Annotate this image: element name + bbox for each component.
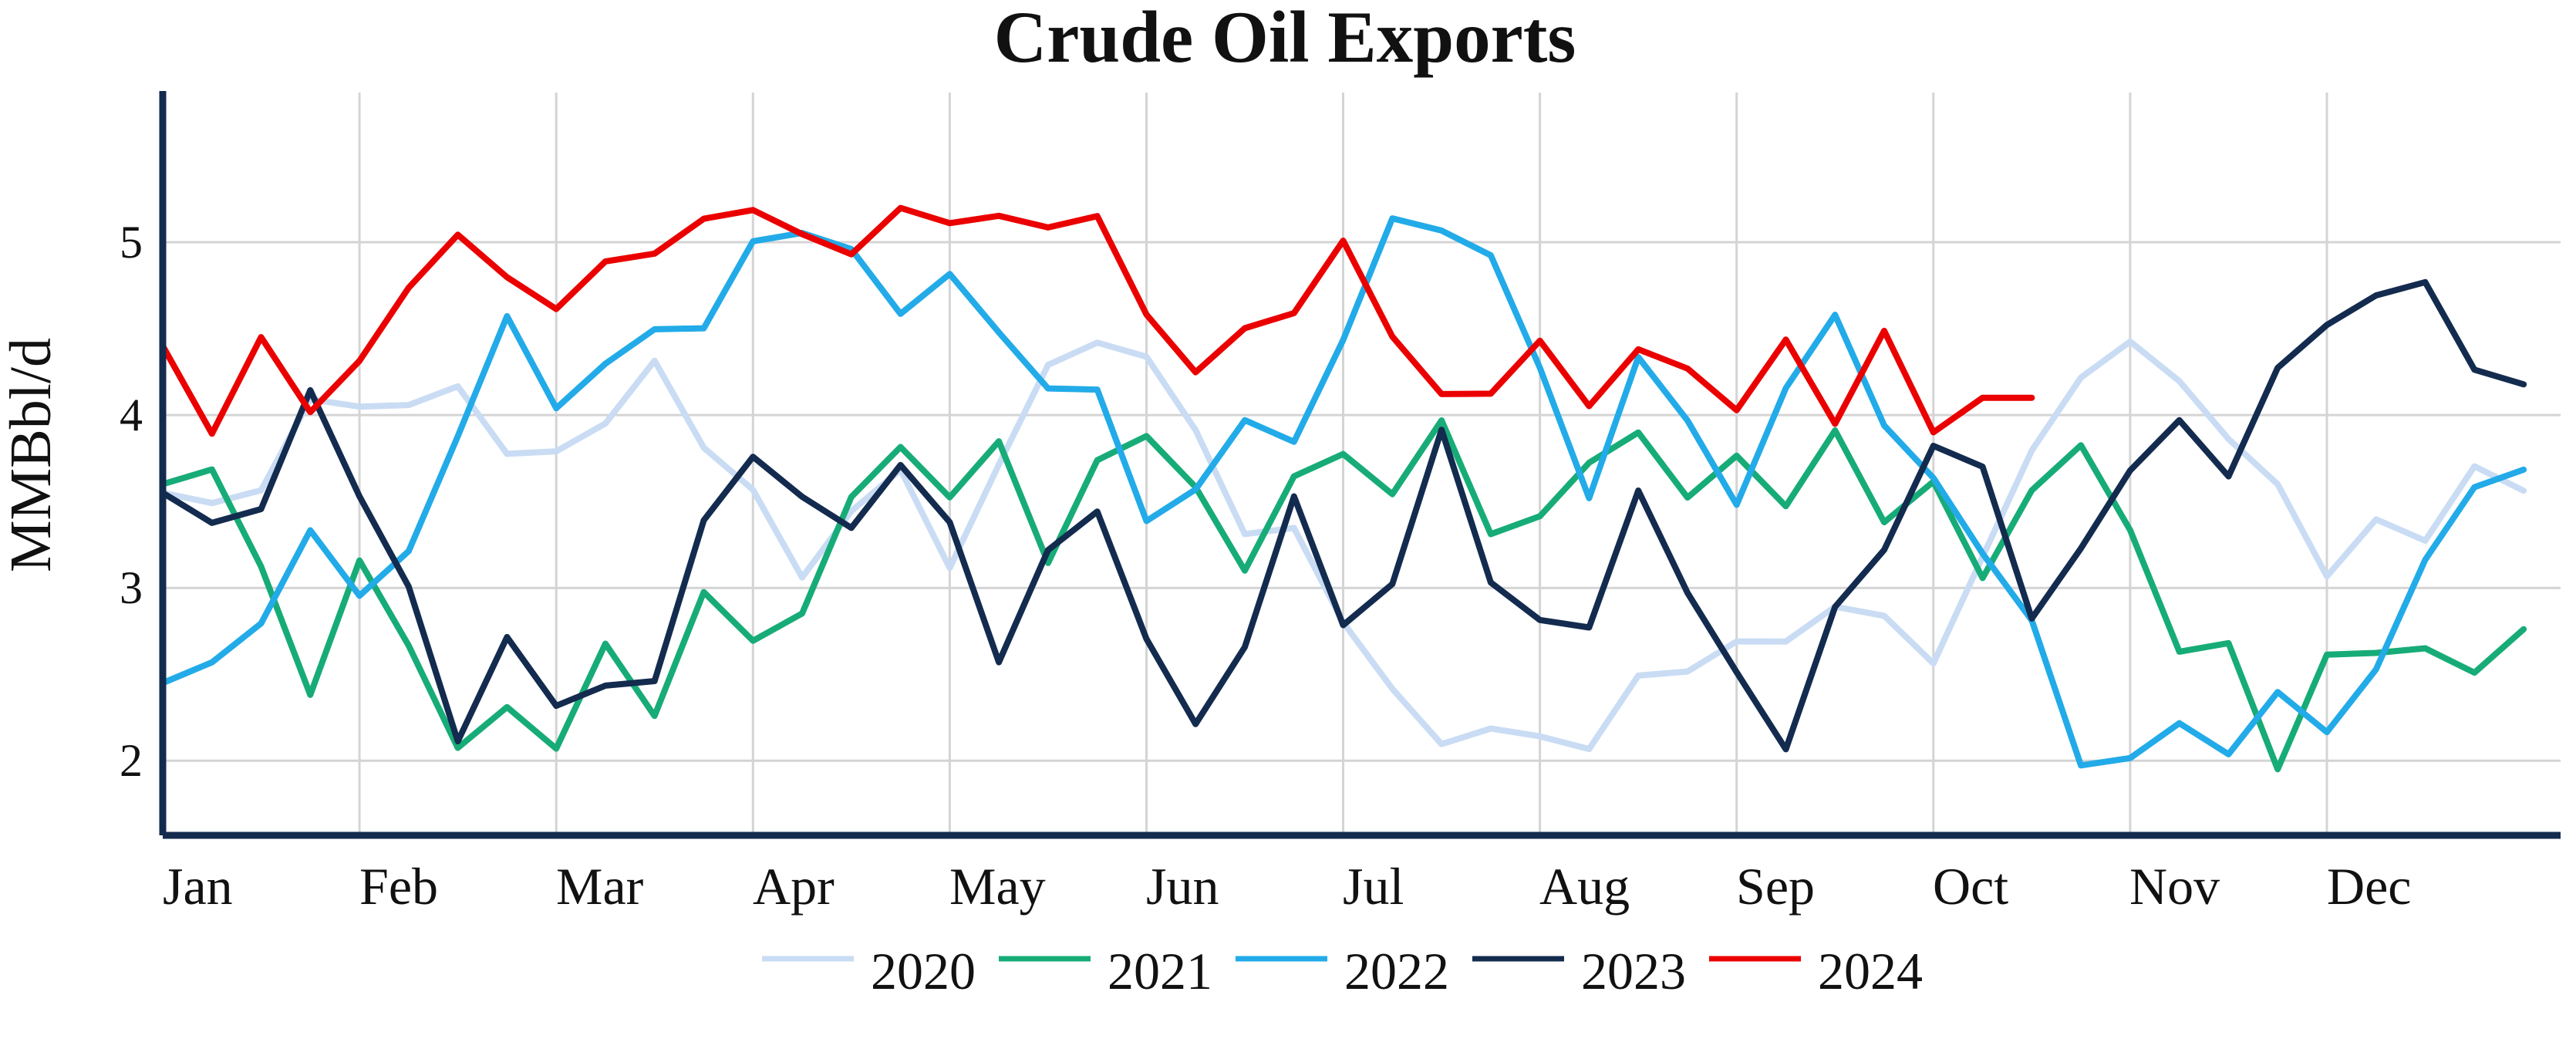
svg-text:2024: 2024	[1818, 942, 1923, 1000]
svg-text:MMBbl/d: MMBbl/d	[0, 338, 63, 572]
svg-text:Apr: Apr	[753, 857, 835, 916]
svg-text:4: 4	[120, 390, 143, 440]
svg-text:2021: 2021	[1108, 942, 1212, 1000]
svg-text:2023: 2023	[1581, 942, 1686, 1000]
svg-text:Aug: Aug	[1539, 857, 1630, 916]
svg-text:May: May	[949, 857, 1046, 916]
svg-text:Feb: Feb	[359, 857, 438, 916]
svg-text:5: 5	[120, 217, 143, 268]
svg-text:Jun: Jun	[1146, 857, 1219, 916]
svg-text:Sep: Sep	[1736, 857, 1815, 916]
svg-text:Mar: Mar	[556, 857, 644, 916]
svg-text:Dec: Dec	[2327, 857, 2411, 916]
svg-text:Jul: Jul	[1343, 857, 1404, 916]
svg-text:Jan: Jan	[163, 857, 233, 916]
svg-text:Oct: Oct	[1933, 857, 2008, 916]
svg-text:2022: 2022	[1344, 942, 1449, 1000]
svg-text:Nov: Nov	[2129, 857, 2220, 916]
svg-text:Crude Oil Exports: Crude Oil Exports	[994, 0, 1576, 78]
svg-text:2: 2	[120, 735, 143, 786]
svg-text:3: 3	[120, 562, 143, 613]
svg-text:2020: 2020	[871, 942, 976, 1000]
